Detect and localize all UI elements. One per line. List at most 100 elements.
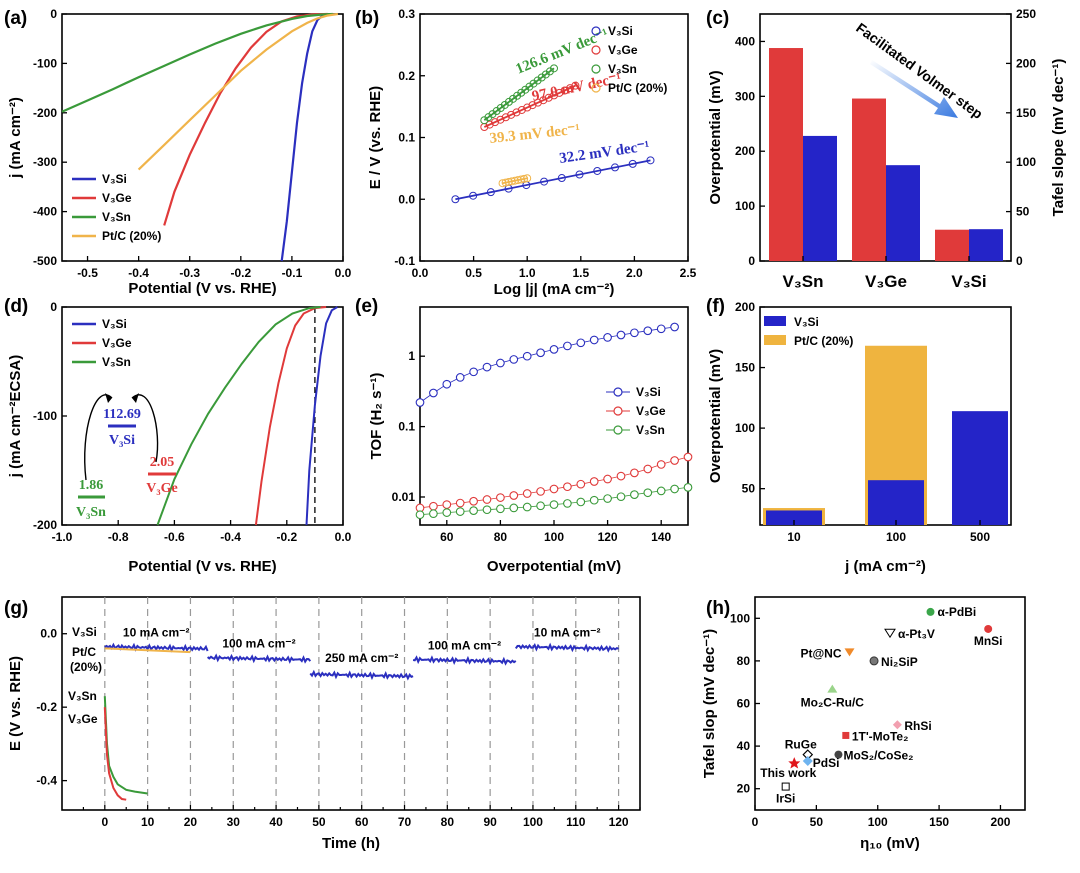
data-point-1 — [544, 93, 553, 102]
data-point-1 — [507, 110, 516, 119]
series-line-0 — [280, 12, 329, 262]
v3si-segment — [206, 653, 312, 664]
y-tick-label: 0.3 — [398, 7, 415, 21]
x-tick-label: 0.0 — [335, 266, 352, 280]
y2-tick-label: 200 — [1016, 56, 1036, 70]
y-axis-label: Tafel slop (mV dec⁻¹) — [701, 629, 718, 778]
x-tick-label: 0 — [101, 815, 108, 829]
data-point-1 — [496, 493, 505, 502]
v3si-segment — [309, 669, 414, 681]
x-tick-label: 20 — [184, 815, 198, 829]
data-point-1 — [429, 501, 438, 511]
data-point-2 — [603, 494, 612, 503]
panel-label-h: (h) — [706, 598, 730, 619]
panel-label-f: (f) — [706, 296, 725, 317]
bar-tafel — [803, 135, 837, 261]
y-axis-label: Overpotential (mV) — [707, 349, 724, 483]
data-point-2 — [549, 500, 559, 509]
plot-frame — [61, 596, 641, 811]
panel-h: 0 50 100 150 200 20 40 60 80 100 α-PdBi MnSi α-Pt₃V P… — [701, 596, 1026, 852]
data-point-1 — [496, 115, 505, 124]
x-tick-label: -0.2 — [276, 530, 297, 544]
data-point-2 — [415, 510, 425, 520]
data-point-2 — [630, 490, 639, 499]
data-point-1 — [643, 464, 653, 474]
data-point-1 — [523, 103, 532, 112]
y-tick-label: 60 — [737, 697, 751, 711]
point-label: IrSi — [776, 792, 795, 806]
y-tick-label: 1 — [408, 349, 415, 363]
data-point-1 — [536, 487, 545, 496]
inset-value-sn: 1.86 — [79, 478, 104, 493]
y2-tick-label: 100 — [1016, 155, 1036, 169]
point-label: α-PdBi — [938, 605, 977, 619]
data-point-0 — [455, 373, 465, 382]
legend-e-0-label: V₃Si — [636, 385, 661, 399]
data-point-1 — [571, 81, 580, 90]
x-axis-label: j (mA cm⁻²) — [844, 558, 926, 575]
x-axis-label: Potential (V vs. RHE) — [128, 558, 276, 575]
x-tick-label: 50 — [312, 815, 326, 829]
point-irsi — [781, 782, 790, 791]
data-point-0 — [469, 191, 478, 200]
data-point-1 — [517, 105, 526, 114]
data-point-3 — [498, 179, 507, 188]
data-point-0 — [563, 341, 572, 351]
y-tick-label: 150 — [735, 361, 755, 375]
inset-value-ge: 2.05 — [150, 455, 175, 470]
point-a-pt3v — [884, 628, 896, 639]
y-axis-label: Overpotential (mV) — [707, 70, 724, 204]
legend-g-si: V₃Si — [72, 625, 97, 639]
y-tick-label: 100 — [735, 199, 755, 213]
x-tick-label: 500 — [970, 530, 990, 544]
data-point-1 — [603, 474, 612, 484]
point-marker — [926, 607, 935, 616]
point-label: α-Pt₃V — [898, 627, 935, 641]
y-axis-label: TOF (H₂ s⁻¹) — [368, 373, 385, 460]
v3ge-line — [103, 707, 127, 801]
y-tick-label: -0.1 — [394, 254, 415, 268]
point-label: Ni₂SiP — [881, 655, 918, 669]
x-tick-label: 100 — [868, 815, 888, 829]
x-axis-label: Log |j| (mA cm⁻²) — [494, 281, 615, 298]
data-point-0 — [482, 362, 492, 372]
data-point-2 — [589, 495, 599, 505]
slope-label-sn: 126.6 mV dec⁻¹ — [514, 26, 611, 78]
v3si-segment — [514, 642, 619, 653]
current-density-label: 10 mA cm⁻² — [123, 626, 190, 640]
y-tick-label: 0 — [50, 300, 57, 314]
data-point-1 — [549, 484, 559, 494]
data-point-3 — [513, 176, 522, 185]
y-tick-label: -100 — [33, 409, 57, 423]
x-axis-label: Overpotential (mV) — [487, 558, 621, 575]
data-point-2 — [643, 488, 653, 498]
x-tick-label: 1.0 — [519, 266, 536, 280]
data-point-2 — [429, 509, 438, 518]
x-axis-label: Time (h) — [322, 835, 380, 852]
y-axis-label: j (mA cm⁻²) — [7, 97, 24, 179]
series-line-2 — [156, 306, 321, 526]
v3si-segment — [412, 655, 517, 666]
y2-tick-label: 0 — [1016, 254, 1023, 268]
data-point-1 — [512, 108, 521, 117]
data-point-1 — [533, 98, 542, 107]
bar-tafel — [969, 229, 1003, 261]
legend-a-1-label: V₃Ge — [102, 191, 132, 205]
point-pdsi — [802, 756, 813, 767]
y-tick-label: -300 — [33, 155, 57, 169]
y-axis-label: j (mA cm⁻²ECSA) — [7, 355, 24, 478]
x-tick-label: 60 — [355, 815, 369, 829]
data-point-0 — [429, 388, 438, 398]
v3si-segment — [104, 642, 209, 653]
x-tick-label: -0.5 — [77, 266, 98, 280]
x-tick-label: 100 — [544, 530, 564, 544]
category-label: V₃Sn — [783, 272, 824, 291]
x-tick-label: 100 — [886, 530, 906, 544]
legend-g-pt1: Pt/C — [72, 645, 96, 659]
legend-a-3-label: Pt/C (20%) — [102, 229, 161, 243]
data-point-1 — [563, 482, 572, 492]
series-line-3 — [137, 12, 339, 171]
x-axis-label: η₁₀ (mV) — [860, 835, 920, 852]
point-label: Mo₂C-Ru/C — [801, 696, 865, 710]
point-mo2c — [827, 684, 838, 693]
